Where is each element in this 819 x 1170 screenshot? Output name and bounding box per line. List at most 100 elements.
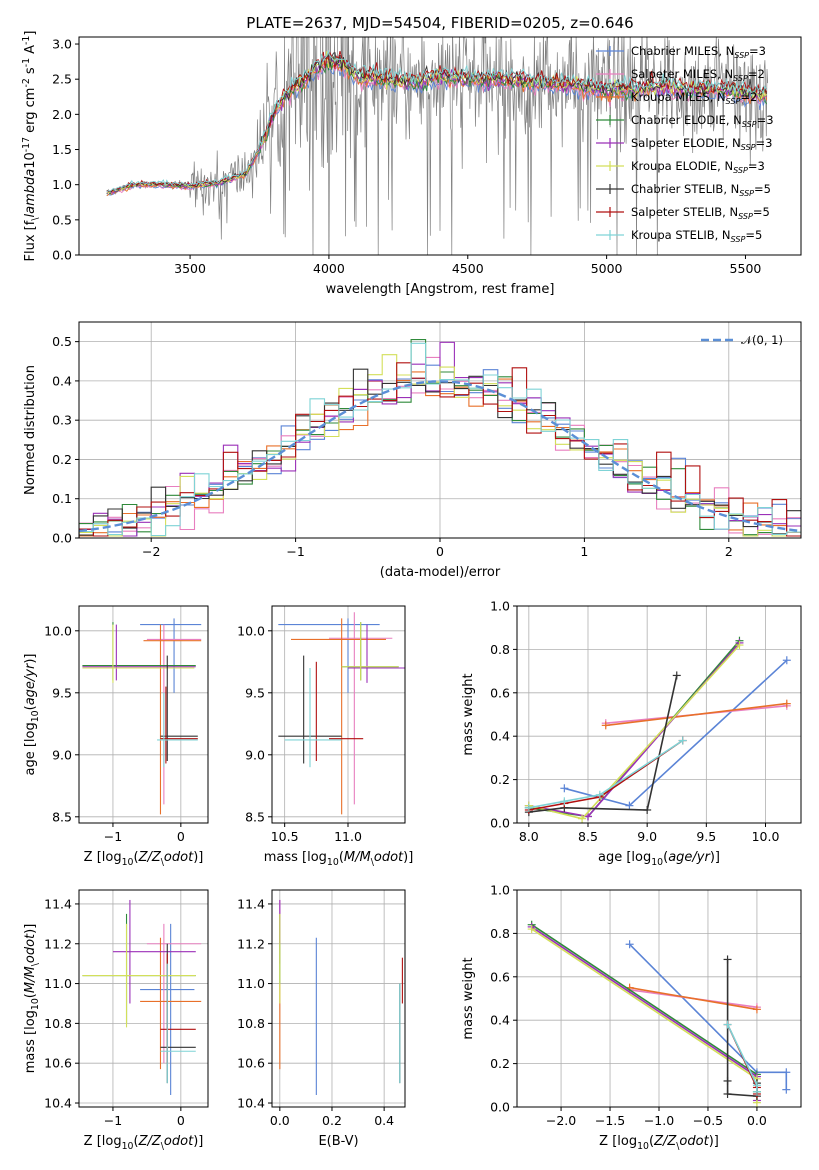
mass-vs-EBV-plot-area [279,899,403,1096]
massweight-vs-age-ytick-label: 0.2 [490,772,510,787]
age-vs-Z-ytick-label: 10.0 [44,623,72,638]
age-vs-mass-xtick-label: 11.0 [334,829,362,844]
massweight-vs-Z-xtick-label: −1.5 [595,1113,625,1128]
mass-vs-EBV-frame [271,889,406,1108]
massweight-vs-age-plot-area [524,636,791,823]
massweight-vs-age-series-line [605,702,787,727]
residuals-frame-layer: −2 −1 0 1 2 0.0 0.1 0.2 0.3 0.4 0.5 (data-model)/er… [23,321,802,580]
age-vs-Z-ytick-label: 8.5 [52,809,72,824]
mass-vs-EBV-xtick-label: 0.0 [270,1113,290,1128]
massweight-vs-Z-ytick-label: 0.2 [490,1056,510,1071]
mass-vs-EBV-frame-layer: 0.0 0.2 0.4 10.4 10.6 10.8 11.0 11.2 11.4 E(B-V) [237,889,406,1149]
mass-vs-Z-xlabel: Z [log10(Z/Z\odot)] [84,1134,204,1152]
spectrum-legend-label: Salpeter MILES, NSSP=2 [631,67,765,83]
massweight-vs-age-series-line [528,644,741,820]
spectrum-xtick-label: 3500 [174,261,206,276]
spectrum-plot-area [106,37,769,255]
massweight-vs-Z-ytick-label: 1.0 [490,883,510,898]
mass-vs-EBV-ytick-label: 10.8 [237,1016,265,1031]
mass-vs-Z-ytick-label: 10.6 [44,1056,72,1071]
spectrum-legend-label: Chabrier STELIB, NSSP=5 [631,182,771,198]
massweight-vs-age-xtick-label: 9.5 [696,829,716,844]
age-vs-mass-ytick-label: 9.0 [245,747,265,762]
age-vs-Z-xtick-label: −1 [104,829,122,844]
spectrum-ytick-label: 1.5 [52,142,72,157]
age-vs-Z-plot-area [82,618,202,815]
mass-vs-EBV-ytick-label: 11.0 [237,976,265,991]
mass-vs-EBV-ytick-label: 11.4 [237,896,265,911]
residuals-xtick-label: 1 [580,544,588,559]
mass-vs-Z-ytick-label: 10.8 [44,1016,72,1031]
spectrum-legend-label: Kroupa MILES, NSSP=2 [631,90,757,106]
spectrum-legend-label: Kroupa STELIB, NSSP=5 [631,228,762,244]
massweight-vs-Z-frame-layer: −2.0 −1.5 −1.0 −0.5 0.0 0.0 0.2 0.4 0.6 0.8 1.0 Z [… [461,883,802,1152]
massweight-vs-age-ytick-label: 0.8 [490,642,510,657]
residuals-ytick-label: 0.1 [52,491,72,506]
age-vs-mass-frame-layer: 10.5 11.0 8.5 9.0 9.5 10.0 mass [log10(M/M\odo… [237,605,413,868]
spectrum-legend-label: Chabrier ELODIE, NSSP=3 [631,113,774,129]
figure-title: PLATE=2637, MJD=54504, FIBERID=0205, z=0… [246,14,633,32]
spectrum-model-line [106,50,768,193]
residuals-xtick-label: −2 [142,544,160,559]
massweight-vs-age-ytick-label: 0.4 [490,729,510,744]
mass-vs-Z-ytick-label: 11.4 [44,896,72,911]
age-vs-Z-ylabel: age [log10(age/yr)] [23,653,41,775]
massweight-vs-Z-xlabel: Z [log10(Z/Z\odot)] [599,1134,719,1152]
massweight-vs-age-xtick-label: 10.0 [752,829,780,844]
spectrum-legend-label: Salpeter ELODIE, NSSP=3 [631,136,772,152]
mass-vs-Z-xtick-label: 0 [177,1113,185,1128]
age-vs-mass-frame [271,605,406,824]
massweight-vs-Z-ytick-label: 0.8 [490,926,510,941]
residuals-xtick-label: 0 [436,544,444,559]
spectrum-xtick-label: 4500 [452,261,484,276]
spectrum-frame-layer: 3500 4000 4500 5000 5500 0.0 0.5 1.0 1.5 2.0 2.5 3.… [21,31,802,297]
age-vs-Z-frame-layer: −1 0 8.5 9.0 9.5 10.0 Z [log10(Z/Z\odot)] age [… [23,605,209,868]
massweight-vs-age-ytick-label: 0.0 [490,816,510,831]
mass-vs-EBV-xtick-label: 0.2 [322,1113,342,1128]
mass-vs-Z-ytick-label: 11.0 [44,976,72,991]
massweight-vs-Z-xtick-label: −0.5 [693,1113,723,1128]
massweight-vs-Z-series-line [629,986,758,1011]
spectrum-xtick-label: 5500 [730,261,762,276]
spectrum-axes: 3500 4000 4500 5000 5500 0.0 0.5 1.0 1.5 2.0 2.5 3.… [21,31,802,297]
massweight-vs-Z-xtick-label: −1.0 [644,1113,674,1128]
massweight-vs-age-ytick-label: 1.0 [490,599,510,614]
age-vs-mass-ytick-label: 8.5 [245,809,265,824]
age-vs-Z-ytick-label: 9.5 [52,685,72,700]
mass-vs-Z-ylabel: mass [log10(M/M\odot)] [23,924,41,1074]
age-vs-mass-ytick-label: 9.5 [245,685,265,700]
residuals-xtick-label: 2 [725,544,733,559]
massweight-vs-age-ytick-label: 0.6 [490,685,510,700]
age-vs-mass-xtick-label: 10.5 [271,829,299,844]
age-vs-mass-axes: 10.5 11.0 8.5 9.0 9.5 10.0 mass [log10(M/M\odo… [237,605,413,868]
residuals-ytick-label: 0.2 [52,452,72,467]
massweight-vs-Z-ytick-label: 0.0 [490,1100,510,1115]
massweight-vs-Z-series-line [531,926,758,1101]
mass-vs-Z-ytick-label: 11.2 [44,936,72,951]
mass-vs-Z-frame-layer: −1 0 10.4 10.6 10.8 11.0 11.2 11.4 Z [log10(Z/Z\… [23,889,209,1152]
spectrum-ylabel: Flux [f\lambda10-17 erg cm-2 s-1 A-1] [21,31,41,262]
massweight-vs-age-series-line [528,675,678,813]
residuals-xtick-label: −1 [286,544,304,559]
massweight-vs-age-frame [516,605,802,824]
normal-curve [79,380,801,533]
massweight-vs-Z-axes: −2.0 −1.5 −1.0 −0.5 0.0 0.0 0.2 0.4 0.6 0.8 1.0 Z [… [461,883,802,1152]
massweight-vs-Z-series-line [629,943,788,1090]
spectrum-model-line [106,49,767,193]
massweight-vs-age-frame-layer: 8.0 8.5 9.0 9.5 10.0 0.0 0.2 0.4 0.6 0.8 1.0 age [l… [461,599,802,868]
massweight-vs-age-xtick-label: 8.5 [578,829,598,844]
spectrum-ytick-label: 3.0 [52,37,72,52]
residuals-axes: −2 −1 0 1 2 0.0 0.1 0.2 0.3 0.4 0.5 (data-model)/er… [23,321,802,580]
plots-layer: 3500 4000 4500 5000 5500 0.0 0.5 1.0 1.5 2.0 2.5 3.… [21,31,802,1152]
massweight-vs-age-series-line [528,642,741,818]
mass-vs-Z-ytick-label: 10.4 [44,1096,72,1111]
massweight-vs-Z-ylabel: mass weight [461,957,476,1039]
massweight-vs-age-series-line [528,739,684,809]
age-vs-Z-axes: −1 0 8.5 9.0 9.5 10.0 Z [log10(Z/Z\odot)] age [… [23,605,209,868]
spectrum-ytick-label: 2.0 [52,107,72,122]
mass-vs-Z-plot-area [82,899,202,1096]
mass-vs-Z-frame [78,889,209,1108]
spectrum-xlabel: wavelength [Angstrom, rest frame] [326,282,555,297]
massweight-vs-Z-ytick-label: 0.6 [490,969,510,984]
